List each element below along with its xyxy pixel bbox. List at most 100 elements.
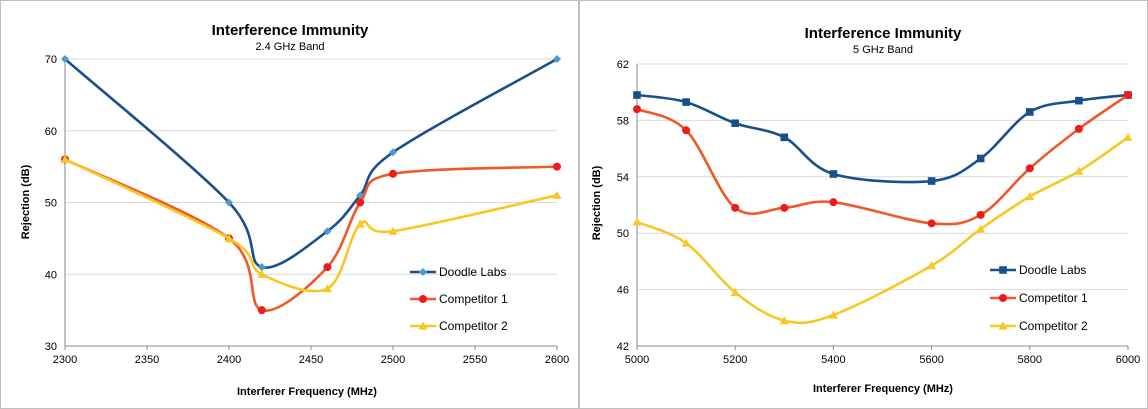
- y-tick-label: 50: [617, 228, 629, 240]
- data-point: [927, 219, 936, 228]
- x-tick-label: 5000: [625, 354, 649, 366]
- x-tick-label: 5800: [1018, 354, 1042, 366]
- legend-entry: Competitor 2: [1019, 319, 1088, 333]
- series-line: [636, 93, 1129, 184]
- x-axis-label: Interferer Frequency (MHz): [813, 383, 953, 395]
- chart-title: Interference Immunity: [212, 22, 369, 39]
- data-point: [633, 105, 641, 114]
- data-point: [632, 217, 642, 226]
- data-point: [322, 284, 332, 293]
- data-point: [780, 203, 789, 212]
- data-point: [829, 170, 838, 178]
- y-tick-label: 70: [45, 54, 57, 66]
- chart-title: Interference Immunity: [805, 25, 962, 42]
- data-point: [1074, 166, 1084, 175]
- data-point: [553, 55, 561, 63]
- series-line: [636, 136, 1129, 325]
- x-tick-label: 2400: [217, 354, 241, 366]
- legend-marker: [999, 266, 1007, 274]
- chart-panel-2-border: [579, 0, 1148, 409]
- y-tick-label: 30: [45, 341, 57, 353]
- chart-panel-5ghz: Interference Immunity 5 GHz Band Interfe…: [591, 25, 1140, 395]
- data-point: [257, 306, 266, 315]
- chart-subtitle: 5 GHz Band: [853, 44, 913, 56]
- legend-marker: [999, 294, 1007, 302]
- data-point: [829, 198, 838, 207]
- y-tick-label: 54: [617, 172, 629, 184]
- y-tick-label: 50: [45, 198, 57, 210]
- legend-marker: [419, 268, 427, 276]
- series-line: [64, 158, 558, 312]
- data-point: [553, 162, 561, 171]
- y-tick-label: 42: [617, 341, 629, 353]
- x-tick-label: 6000: [1116, 354, 1140, 366]
- y-tick-label: 46: [617, 285, 629, 297]
- data-point: [356, 198, 365, 207]
- data-point: [976, 210, 985, 219]
- data-point: [1025, 164, 1034, 173]
- x-tick-label: 5200: [723, 354, 747, 366]
- y-axis-label: Rejection (dB): [591, 165, 603, 240]
- data-point: [1025, 192, 1035, 201]
- legend-marker: [998, 321, 1008, 330]
- data-point: [1026, 108, 1034, 116]
- data-point: [927, 261, 937, 270]
- y-tick-label: 58: [617, 115, 629, 127]
- data-point: [323, 263, 332, 272]
- chart-subtitle: 2.4 GHz Band: [255, 41, 324, 53]
- x-axis-label: Interferer Frequency (MHz): [237, 386, 377, 398]
- data-point: [224, 233, 234, 242]
- x-tick-label: 5400: [821, 354, 845, 366]
- data-point: [257, 263, 266, 272]
- y-tick-label: 62: [617, 59, 629, 71]
- data-point: [389, 148, 397, 157]
- data-point: [323, 227, 332, 236]
- data-point: [1123, 132, 1133, 141]
- series-line: [636, 93, 1129, 226]
- legend-entry: Competitor 2: [439, 319, 508, 333]
- data-point: [681, 238, 691, 247]
- data-point: [730, 287, 740, 297]
- x-tick-label: 2550: [463, 354, 487, 366]
- x-tick-label: 5600: [919, 354, 943, 366]
- data-point: [779, 316, 789, 325]
- data-point: [731, 119, 739, 128]
- data-point: [225, 198, 233, 207]
- chart-panel-2-4ghz: Interference Immunity 2.4 GHz Band Inter…: [20, 22, 569, 398]
- data-point: [355, 219, 365, 228]
- y-tick-label: 40: [45, 269, 57, 281]
- x-tick-label: 2600: [545, 354, 569, 366]
- data-point: [682, 126, 691, 135]
- legend-entry: Doodle Labs: [439, 265, 506, 279]
- data-point: [731, 203, 740, 212]
- x-tick-label: 2350: [135, 354, 159, 366]
- data-point: [1074, 124, 1083, 133]
- x-tick-label: 2500: [381, 354, 405, 366]
- data-point: [976, 154, 985, 163]
- y-axis-label: Rejection (dB): [20, 164, 32, 239]
- data-point: [976, 224, 986, 233]
- data-point: [388, 226, 398, 235]
- data-point: [682, 98, 690, 106]
- data-point: [633, 91, 641, 99]
- chart-panel-1-border: [0, 0, 579, 409]
- y-tick-label: 60: [45, 126, 57, 138]
- legend-entry: Competitor 1: [1019, 291, 1088, 305]
- legend-entry: Competitor 1: [439, 292, 508, 306]
- data-point: [780, 133, 789, 142]
- series-line: [64, 57, 558, 269]
- legend-marker: [419, 295, 427, 303]
- data-point: [257, 269, 267, 278]
- data-point: [927, 177, 936, 185]
- data-point: [389, 169, 397, 178]
- data-point: [61, 55, 69, 63]
- data-point: [60, 154, 70, 164]
- data-point: [552, 190, 562, 199]
- data-point: [1124, 91, 1132, 100]
- legend-entry: Doodle Labs: [1019, 263, 1086, 277]
- legend-marker: [418, 321, 428, 330]
- x-tick-label: 2300: [53, 354, 77, 366]
- x-tick-label: 2450: [299, 354, 323, 366]
